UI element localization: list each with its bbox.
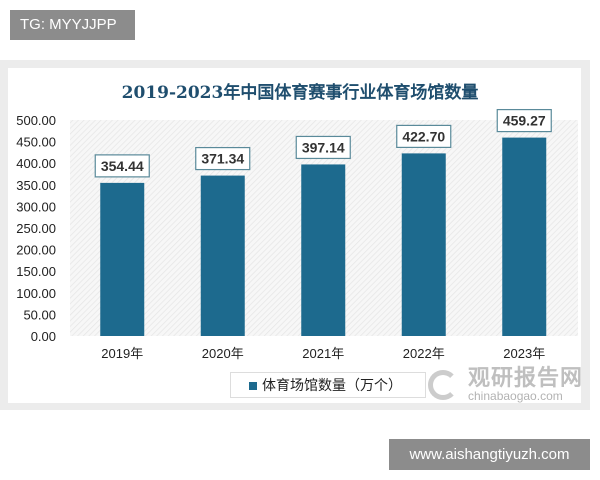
y-tick-label: 150.00 bbox=[16, 264, 56, 279]
bar bbox=[301, 164, 346, 336]
y-tick-label: 450.00 bbox=[16, 135, 56, 150]
x-tick-label: 2023年 bbox=[503, 346, 545, 361]
y-tick-label: 200.00 bbox=[16, 243, 56, 258]
watermark-site: www.aishangtiyuzh.com bbox=[389, 439, 590, 470]
x-tick-label: 2021年 bbox=[302, 346, 344, 361]
brand-name-en: chinabaogao.com bbox=[468, 389, 563, 403]
y-tick-label: 350.00 bbox=[16, 178, 56, 193]
data-label-box bbox=[94, 154, 150, 178]
chart-title: 2019-2023年中国体育赛事行业体育场馆数量 bbox=[121, 83, 479, 103]
y-tick-label: 0.00 bbox=[31, 329, 56, 344]
y-tick-label: 50.00 bbox=[23, 307, 56, 322]
data-label-box bbox=[496, 108, 552, 133]
data-label-box bbox=[396, 124, 452, 148]
brand-name-cn: 观研报告网 bbox=[468, 365, 584, 390]
y-tick-label: 400.00 bbox=[16, 156, 56, 171]
legend: 体育场馆数量（万个） bbox=[230, 372, 426, 398]
y-tick-label: 500.00 bbox=[16, 113, 56, 128]
data-label: 422.70 bbox=[402, 128, 445, 144]
brand-logo-icon bbox=[428, 370, 458, 400]
legend-swatch bbox=[249, 382, 257, 390]
y-tick-label: 250.00 bbox=[16, 221, 56, 236]
y-tick-label: 100.00 bbox=[16, 286, 56, 301]
x-tick-label: 2022年 bbox=[403, 346, 445, 361]
bar bbox=[401, 153, 446, 336]
data-label: 354.44 bbox=[101, 158, 144, 174]
bar bbox=[502, 137, 547, 336]
brand-watermark: 观研报告网 chinabaogao.com bbox=[428, 366, 583, 403]
bar bbox=[200, 175, 245, 336]
data-label: 459.27 bbox=[503, 113, 546, 129]
watermark-tag: TG: MYYJJPP bbox=[10, 10, 135, 40]
data-label-box bbox=[295, 135, 351, 160]
x-tick-label: 2019年 bbox=[101, 346, 143, 361]
bar bbox=[100, 182, 145, 336]
y-tick-label: 300.00 bbox=[16, 199, 56, 214]
x-tick-label: 2020年 bbox=[202, 346, 244, 361]
legend-label: 体育场馆数量（万个） bbox=[262, 377, 402, 393]
data-label: 397.14 bbox=[302, 139, 345, 155]
data-label: 371.34 bbox=[201, 151, 244, 167]
data-label-box bbox=[195, 146, 251, 171]
